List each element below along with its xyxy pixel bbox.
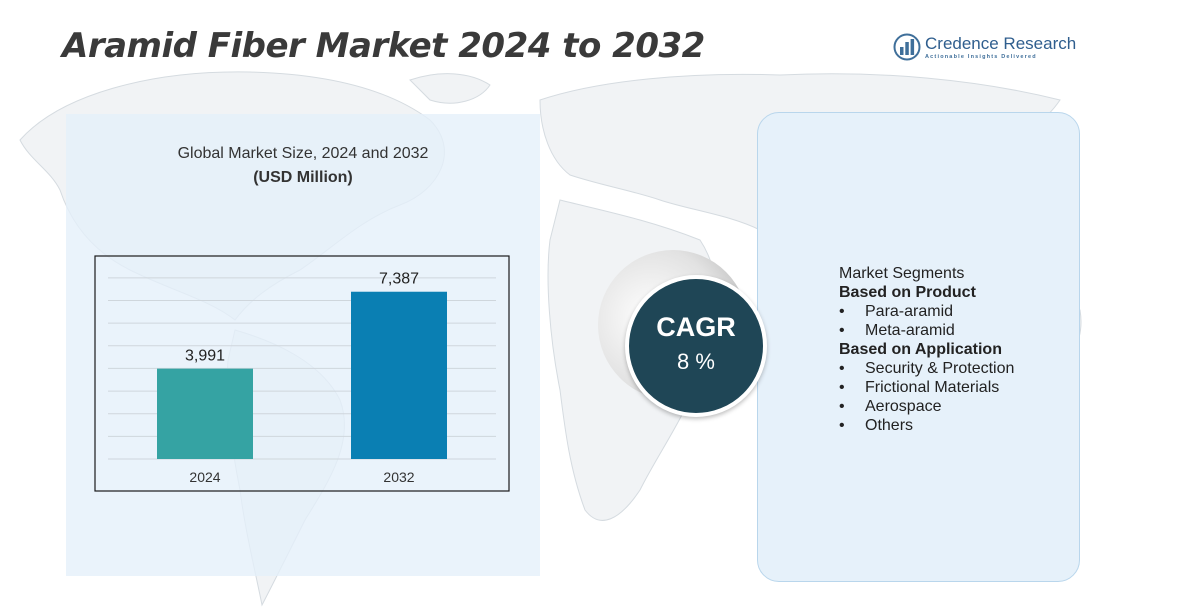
market-size-panel <box>66 114 540 576</box>
brand-logo: Credence Research Actionable Insights De… <box>893 33 1077 63</box>
segment-group-title: Based on Application <box>839 341 1002 358</box>
segments-list: Market Segments Based on Product Para-ar… <box>839 264 1014 435</box>
chart-subtitle: (USD Million) <box>253 169 353 186</box>
segments-panel <box>757 112 1080 582</box>
bar-2024 <box>157 368 253 459</box>
segment-item: Security & Protection <box>839 359 1014 378</box>
brand-tagline: Actionable Insights Delivered <box>925 54 1037 60</box>
segments-heading: Market Segments <box>839 265 965 282</box>
segment-item: Meta-aramid <box>839 321 1014 340</box>
chart-title: Global Market Size, 2024 and 2032 <box>177 145 429 162</box>
segment-item: Aerospace <box>839 397 1014 416</box>
cagr-value: 8 % <box>677 349 715 374</box>
brand-name: Credence Research <box>925 34 1077 53</box>
chart-frame <box>94 255 510 492</box>
x-tick-label: 2024 <box>189 469 220 485</box>
bar-chart-logo-icon <box>893 33 921 61</box>
segment-item: Others <box>839 416 1014 435</box>
data-label: 3,991 <box>185 348 225 365</box>
x-tick-label: 2032 <box>383 469 414 485</box>
segment-item: Para-aramid <box>839 302 1014 321</box>
bar-2032 <box>351 291 447 459</box>
cagr-label: CAGR <box>656 312 736 342</box>
page-title: Aramid Fiber Market 2024 to 2032 <box>62 26 705 66</box>
segment-group-title: Based on Product <box>839 284 976 301</box>
segment-item: Frictional Materials <box>839 378 1014 397</box>
cagr-badge <box>625 275 767 417</box>
data-label: 7,387 <box>379 271 419 288</box>
